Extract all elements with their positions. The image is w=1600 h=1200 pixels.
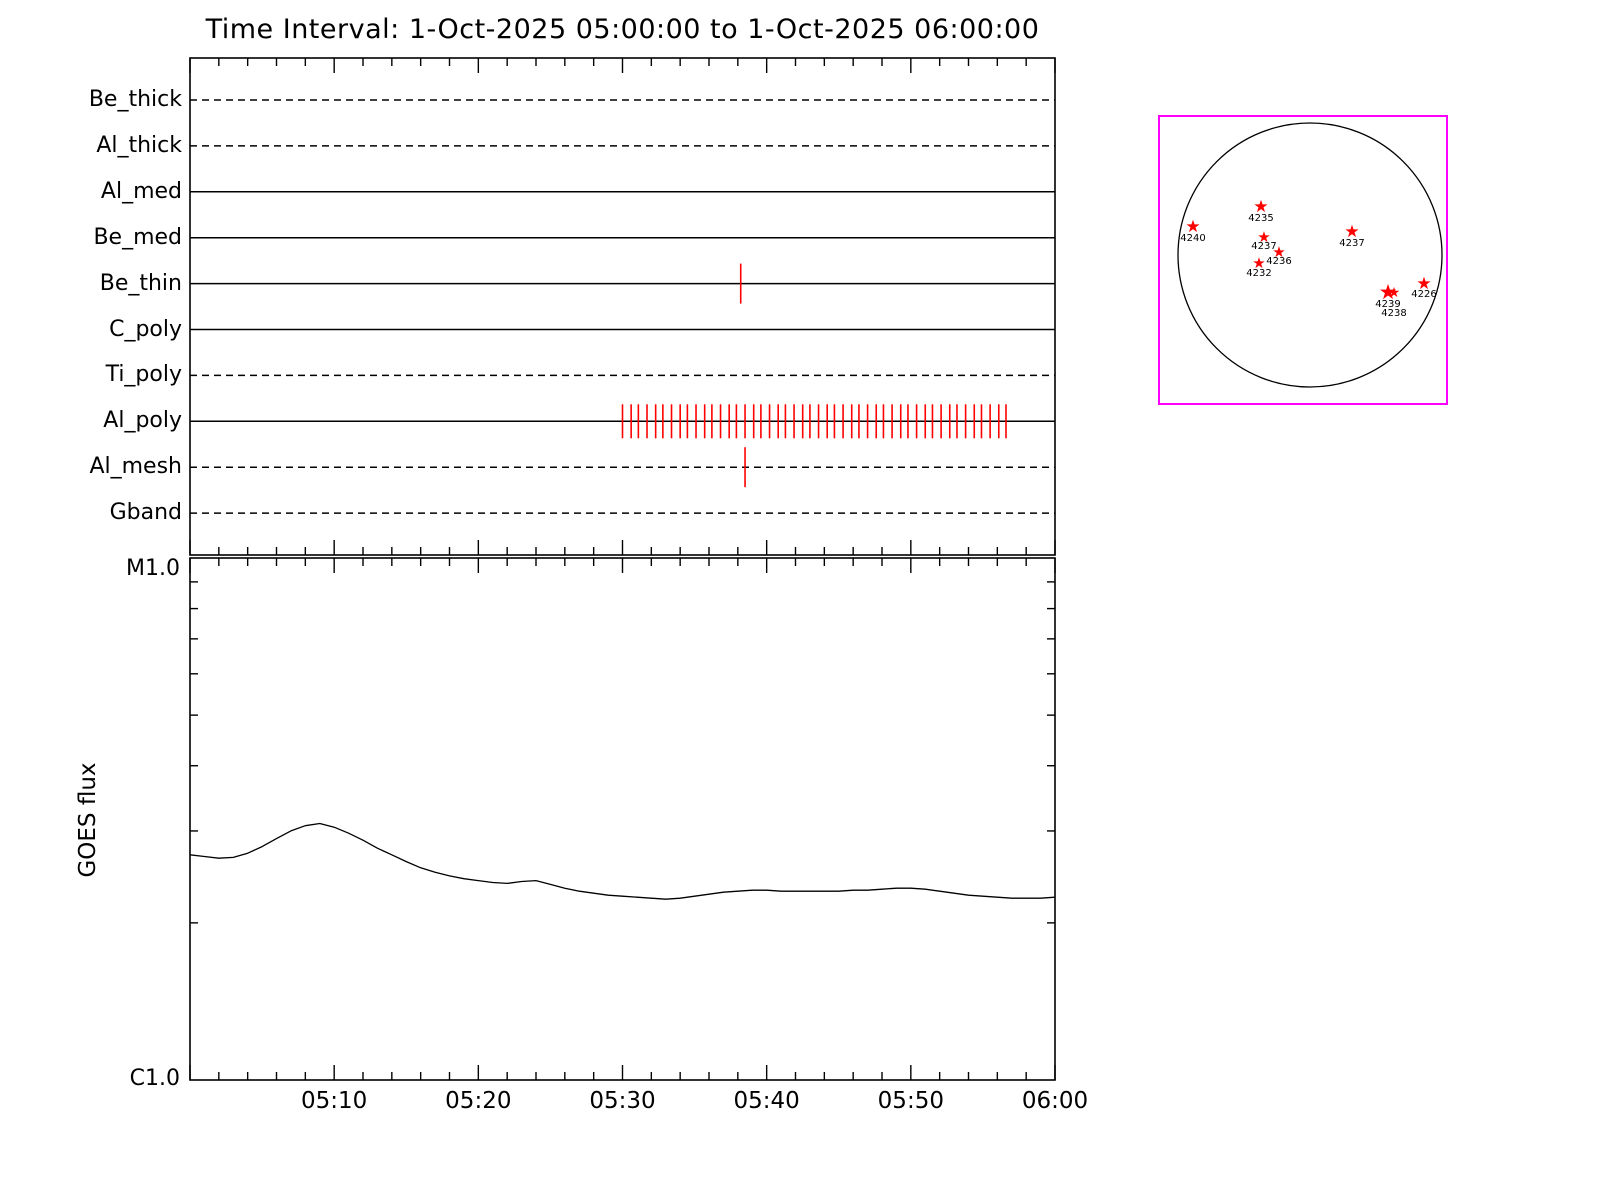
- channel-label-Be_thick: Be_thick: [88, 87, 182, 112]
- time-label-06:00: 06:00: [1021, 1088, 1089, 1114]
- active-region-label: 4226: [1411, 289, 1436, 300]
- channel-label-Al_mesh: Al_mesh: [89, 454, 182, 480]
- active-region-star: ★: [1344, 222, 1359, 242]
- page-title: Time Interval: 1-Oct-2025 05:00:00 to 1-…: [205, 14, 1040, 45]
- active-region-star: ★: [1185, 217, 1200, 237]
- goes-axis-title: GOES flux: [75, 762, 101, 878]
- channel-label-C_poly: C_poly: [109, 316, 182, 342]
- goes-ymin-label: C1.0: [129, 1066, 180, 1091]
- active-region-star: ★: [1379, 280, 1398, 304]
- active-region-label: 4237: [1251, 241, 1276, 252]
- active-region-label: 4236: [1266, 256, 1291, 267]
- channel-label-Al_thick: Al_thick: [96, 132, 182, 158]
- active-region-star: ★: [1388, 285, 1401, 301]
- active-region-label: 4237: [1339, 238, 1364, 249]
- active-region-label: 4240: [1180, 233, 1205, 244]
- active-region-label: 4238: [1381, 308, 1406, 319]
- channel-label-Be_med: Be_med: [93, 224, 182, 250]
- channel-label-Al_med: Al_med: [100, 178, 182, 204]
- solar-disk-svg: ★4240★4235★4237★4236★4232★4237★4239★4238…: [1177, 122, 1443, 388]
- goes-ymax-label: M1.0: [126, 556, 180, 581]
- channel-label-Be_thin: Be_thin: [99, 270, 182, 296]
- time-label-05:50: 05:50: [877, 1088, 944, 1114]
- time-label-05:30: 05:30: [589, 1088, 656, 1114]
- active-region-label: 4239: [1375, 299, 1400, 310]
- active-region-label: 4232: [1246, 268, 1271, 279]
- time-label-05:20: 05:20: [445, 1088, 512, 1114]
- active-region-star: ★: [1272, 243, 1285, 261]
- time-label-05:10: 05:10: [301, 1088, 368, 1114]
- channel-label-Gband: Gband: [109, 500, 182, 526]
- channel-label-Al_poly: Al_poly: [103, 408, 182, 434]
- active-region-star: ★: [1252, 254, 1265, 272]
- timeline-frame: [189, 57, 1056, 556]
- goes-frame: [189, 557, 1056, 1081]
- active-region-star: ★: [1253, 197, 1268, 217]
- goes-flux-curve: [189, 822, 1056, 900]
- solar-disk-map: ★ 4240 ★ 4235 ★ 4237 ★ 4236 ★ 4232 ★ 4237 ★ 4239 ★ 4238…: [1158, 115, 1448, 405]
- solar-limb: [1177, 122, 1443, 388]
- active-region-star: ★: [1416, 274, 1431, 294]
- time-label-05:40: 05:40: [733, 1088, 800, 1114]
- active-region-label: 4235: [1248, 213, 1273, 224]
- channel-label-Ti_poly: Ti_poly: [105, 362, 182, 388]
- active-region-star: ★: [1257, 228, 1270, 246]
